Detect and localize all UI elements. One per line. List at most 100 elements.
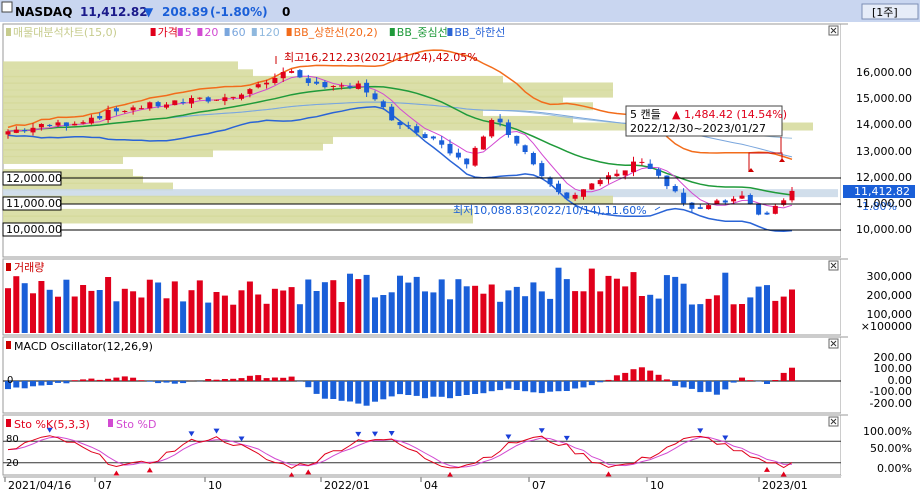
macd-bar xyxy=(780,372,787,381)
buy-signal-arrow xyxy=(780,471,787,477)
macd-bar xyxy=(171,381,178,384)
legend-label: BB_중심선 xyxy=(397,26,448,39)
close-icon xyxy=(830,418,837,425)
macd-bar xyxy=(96,379,103,381)
macd-bar xyxy=(430,381,437,397)
volume-bar xyxy=(505,290,512,333)
macd-bar xyxy=(697,381,704,393)
candle-body xyxy=(430,136,436,139)
candle-body xyxy=(556,183,561,193)
macd-bar xyxy=(630,369,637,381)
x-axis-label: 10 xyxy=(208,479,222,492)
candle-body xyxy=(464,158,470,165)
macd-panel xyxy=(2,336,842,414)
sto-d-line xyxy=(7,436,793,468)
price-axis-label: 10,000.00 xyxy=(856,223,912,236)
macd-bar xyxy=(347,381,353,402)
volume-bar xyxy=(713,295,720,333)
volume-bar xyxy=(88,290,95,333)
sto-axis-label: 50.00% xyxy=(870,442,912,455)
volume-profile-bar xyxy=(3,169,133,178)
macd-axis-label: 0.00 xyxy=(888,374,913,387)
candle-body xyxy=(397,122,403,126)
current-pct-tag: -1.80% xyxy=(858,200,897,213)
macd-bar xyxy=(764,381,770,384)
candle-body xyxy=(80,122,86,124)
legend-swatch xyxy=(389,28,395,36)
candle-body xyxy=(63,122,69,127)
legend-swatch xyxy=(447,28,453,36)
volume-bar xyxy=(488,284,495,333)
x-axis-label: 07 xyxy=(98,479,112,492)
volume-bar xyxy=(572,291,579,333)
candle-body xyxy=(639,161,645,163)
candle-body xyxy=(672,186,678,192)
macd-bar xyxy=(113,377,120,381)
macd-bar xyxy=(155,381,162,384)
candle-body xyxy=(514,135,520,144)
volume-bar xyxy=(680,283,687,333)
candle-body xyxy=(697,207,703,209)
volume-axis-label: 100,000 xyxy=(867,308,913,321)
volume-bar xyxy=(46,289,53,333)
volume-bar xyxy=(171,281,178,333)
window-icon[interactable] xyxy=(1,1,13,13)
volume-bar xyxy=(405,282,412,333)
volume-bar xyxy=(647,294,654,333)
volume-bar xyxy=(547,298,554,333)
candle-body xyxy=(189,98,194,104)
volume-profile-bar xyxy=(3,182,173,191)
symbol-name: NASDAQ xyxy=(15,5,72,19)
candle-body xyxy=(5,131,11,135)
candle-body xyxy=(305,78,311,83)
candle-body xyxy=(155,102,161,107)
macd-bar xyxy=(30,381,36,387)
volume-bar xyxy=(305,279,312,333)
candle-body xyxy=(422,134,428,138)
macd-bar xyxy=(372,381,378,402)
sto-d-legend: Sto %D xyxy=(116,418,156,431)
macd-bar xyxy=(138,380,145,381)
volume-bar xyxy=(255,294,262,333)
candle-body xyxy=(564,192,570,199)
legend-swatch xyxy=(197,28,203,36)
volume-bar xyxy=(747,297,754,333)
volume-profile-bar xyxy=(3,89,613,98)
volume-bar xyxy=(138,297,145,333)
candle-body xyxy=(205,97,211,102)
macd-bar xyxy=(413,381,420,396)
sto-axis-label: 0.00% xyxy=(877,462,912,475)
volume-bar xyxy=(21,283,28,333)
period-button[interactable] xyxy=(861,3,919,20)
sto-k-legend: Sto %K(5,3,3) xyxy=(14,418,90,431)
buy-signal-arrow xyxy=(763,466,770,472)
legend-label: 60 xyxy=(232,26,246,39)
volume-bar xyxy=(330,280,337,333)
macd-bar xyxy=(146,381,153,382)
macd-bar xyxy=(221,379,228,381)
macd-bar xyxy=(363,381,370,406)
volume-bar xyxy=(522,296,529,333)
macd-bar xyxy=(739,377,745,381)
macd-chart xyxy=(3,367,841,406)
volume-bar xyxy=(296,304,303,333)
volume-bar xyxy=(38,281,45,333)
candle-body xyxy=(247,89,253,94)
volume-bar xyxy=(538,291,545,333)
legend-label: 120 xyxy=(259,26,280,39)
legend-label: 가격 xyxy=(158,26,178,39)
bracket-start-marker xyxy=(748,168,754,172)
volume-profile-bar xyxy=(3,115,573,124)
current-price-tag xyxy=(843,185,915,198)
legend-label: BB_상한선(20,2) xyxy=(294,26,378,39)
candle-body xyxy=(689,202,695,209)
macd-bar xyxy=(663,379,670,381)
sto-k-legend-swatch xyxy=(6,419,11,427)
candle-body xyxy=(722,200,728,203)
close-icon xyxy=(830,340,837,347)
macd-bar xyxy=(438,381,445,397)
right-axis-labels: 16,000.00 15,000.00 14,000.00 13,000.00 12,0… xyxy=(841,23,913,475)
candle-body xyxy=(505,122,511,135)
macd-bar xyxy=(38,381,45,386)
